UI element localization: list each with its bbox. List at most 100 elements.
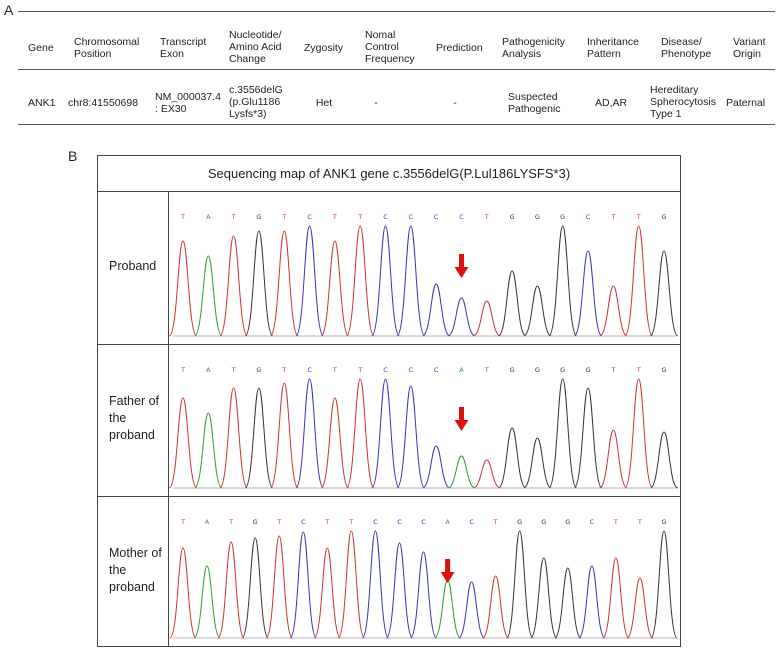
table-header-rule	[18, 69, 775, 70]
header-disease-phenotype: Disease/ Phenotype	[661, 36, 712, 60]
panel-a-label: A	[4, 2, 14, 18]
base-call-G: G	[661, 213, 666, 221]
base-call-A: A	[445, 518, 450, 526]
trace-peak	[345, 225, 375, 337]
header-nucleotide-change: Nucleotide/ Amino Acid Change	[229, 29, 282, 65]
trace-peak	[193, 255, 223, 337]
row-label-proband: Proband	[109, 259, 157, 273]
base-call-G: G	[535, 366, 540, 374]
trace-peak	[421, 445, 451, 489]
cell-transcript-exon: NM_000037.4 : EX30	[155, 91, 221, 115]
table-top-rule	[18, 11, 775, 12]
base-call-C: C	[459, 213, 464, 221]
base-call-A: A	[459, 366, 464, 374]
header-normal-control-frequency: Nomal Control Frequency	[365, 29, 415, 65]
trace-peak	[217, 541, 245, 639]
base-call-T: T	[332, 366, 337, 374]
cell-disease-phenotype: Hereditary Spherocytosis Type 1	[650, 84, 716, 120]
base-call-C: C	[469, 518, 474, 526]
row-label-mother: Mother of the proband	[109, 546, 162, 594]
base-call-G: G	[586, 366, 591, 374]
header-inheritance-pattern: Inheritance Pattern	[587, 36, 639, 60]
base-call-A: A	[206, 213, 211, 221]
cell-pathogenicity-analysis: Suspected Pathogenic	[508, 91, 561, 115]
trace-peak	[337, 530, 366, 639]
base-call-T: T	[180, 213, 185, 221]
cell-variant-origin: Paternal	[726, 97, 766, 109]
base-call-A: A	[206, 366, 211, 374]
trace-peak	[269, 230, 299, 337]
cell-zygosity: Het	[315, 97, 333, 109]
trace-peak	[219, 235, 249, 337]
base-call-G: G	[253, 518, 258, 526]
base-call-G: G	[541, 518, 546, 526]
base-call-G: G	[560, 366, 565, 374]
base-call-G: G	[256, 213, 261, 221]
base-call-G: G	[535, 213, 540, 221]
trace-peak	[295, 378, 324, 489]
variant-arrow	[454, 254, 469, 278]
trace-peak	[497, 427, 527, 489]
trace-peak	[396, 385, 426, 489]
sequencing-figure: Sequencing map of ANK1 gene c.3556delG(P…	[97, 155, 681, 647]
trace-peak	[497, 270, 527, 337]
base-call-T: T	[613, 518, 618, 526]
trace-peak	[169, 397, 198, 489]
trace-peak	[548, 378, 578, 489]
base-call-G: G	[661, 366, 666, 374]
base-call-T: T	[348, 518, 353, 526]
base-call-C: C	[409, 213, 414, 221]
variant-arrow	[440, 559, 455, 583]
base-call-T: T	[493, 518, 498, 526]
trace-peak	[481, 575, 510, 639]
base-call-T: T	[484, 213, 489, 221]
trace-peak	[573, 387, 603, 489]
trace-peak	[265, 535, 293, 639]
trace-peak	[193, 565, 221, 639]
base-call-T: T	[276, 518, 281, 526]
base-call-C: C	[421, 518, 426, 526]
trace-peak	[169, 547, 197, 639]
base-call-C: C	[397, 518, 402, 526]
trace-peak	[320, 240, 350, 337]
cell-gene: ANK1	[28, 97, 56, 109]
base-call-C: C	[383, 366, 388, 374]
base-call-C: C	[373, 518, 378, 526]
trace-row-father: Father of the proband T A T G T C T T C C C A T G G G G T…	[98, 344, 680, 496]
trace-peak	[602, 557, 630, 639]
base-call-G: G	[510, 213, 515, 221]
base-call-T: T	[357, 213, 362, 221]
header-variant-origin: Variant Origin	[733, 36, 766, 60]
trace-peak	[447, 455, 476, 489]
trace-peak	[624, 225, 654, 337]
header-pathogenicity-analysis: Pathogenicity Analysis	[502, 36, 566, 60]
trace-peak	[548, 225, 578, 337]
trace-peak	[598, 285, 628, 337]
trace-peak	[530, 557, 558, 639]
trace-peak	[313, 547, 341, 639]
trace-peak	[289, 531, 317, 639]
cell-inheritance-pattern: AD,AR	[595, 97, 628, 109]
base-call-G: G	[517, 518, 522, 526]
base-call-T: T	[610, 213, 615, 221]
trace-peak	[421, 283, 451, 337]
base-call-T: T	[228, 518, 233, 526]
trace-peak	[169, 240, 198, 337]
base-call-G: G	[560, 213, 565, 221]
base-call-C: C	[383, 213, 388, 221]
base-call-G: G	[565, 518, 570, 526]
header-transcript-exon: Transcript Exon	[160, 36, 207, 60]
cell-nucleotide-change: c.3556delG (p.Glu1186 Lysfs*3)	[229, 84, 283, 120]
trace-row-proband: Proband T A T G T C T T C C C C T G G G C T T G	[98, 192, 680, 344]
base-call-T: T	[636, 213, 641, 221]
cell-chromosomal-position: chr8:41550698	[68, 97, 139, 109]
trace-peak	[244, 230, 274, 337]
trace-peak	[193, 412, 223, 489]
base-call-C: C	[409, 366, 414, 374]
cell-normal-control-frequency: -	[374, 97, 378, 109]
trace-peak	[447, 297, 476, 337]
trace-peak	[385, 542, 414, 639]
trace-peak	[345, 378, 375, 489]
